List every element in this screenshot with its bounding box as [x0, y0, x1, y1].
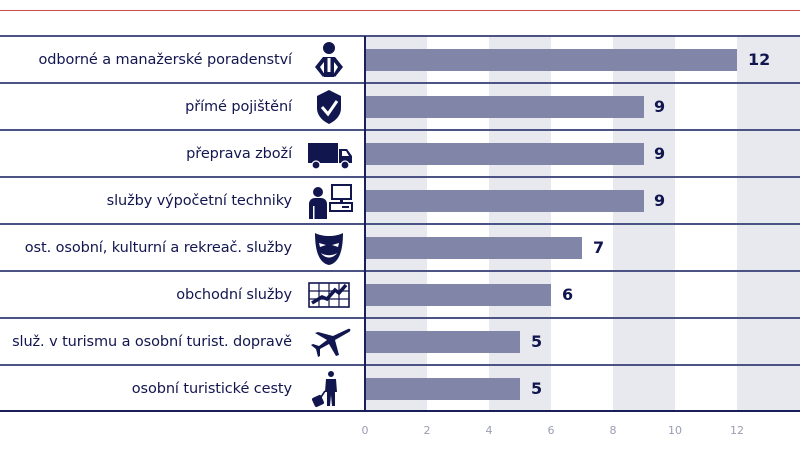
- bar-value-label: 7: [593, 238, 605, 257]
- chart-row: ost. osobní, kulturní a rekreač. služby …: [0, 225, 800, 271]
- category-label: přeprava zboží: [186, 146, 292, 162]
- businessman-icon: [305, 41, 353, 79]
- airplane-icon: [305, 323, 353, 361]
- bar: [366, 143, 644, 165]
- bar: [366, 96, 644, 118]
- bar: [366, 237, 582, 259]
- row-divider: [0, 270, 800, 272]
- row-divider: [0, 35, 800, 37]
- row-divider: [0, 176, 800, 178]
- traveler-suitcase-icon: [305, 370, 353, 408]
- bar-value-label: 5: [531, 332, 543, 351]
- computer-user-icon: [305, 182, 353, 220]
- top-accent-line: [0, 10, 800, 11]
- x-tick-label: 4: [485, 424, 493, 437]
- category-label: přímé pojištění: [185, 99, 292, 115]
- category-label: ost. osobní, kulturní a rekreač. služby: [24, 240, 292, 256]
- x-tick-label: 10: [668, 424, 682, 437]
- row-divider: [0, 317, 800, 319]
- category-label: odborné a manažerské poradenství: [38, 52, 292, 68]
- category-label: obchodní služby: [176, 287, 292, 303]
- x-tick-label: 0: [361, 424, 369, 437]
- chart-row: služby výpočetní techniky 9: [0, 178, 800, 224]
- bar: [366, 190, 644, 212]
- x-tick-label: 8: [609, 424, 617, 437]
- bar-value-label: 9: [654, 97, 666, 116]
- x-tick-label: 6: [547, 424, 555, 437]
- row-divider: [0, 82, 800, 84]
- x-tick-label: 2: [423, 424, 431, 437]
- chart-row: služ. v turismu a osobní turist. dopravě…: [0, 319, 800, 365]
- bar: [366, 331, 520, 353]
- bar: [366, 49, 737, 71]
- chart-row: odborné a manažerské poradenství 12: [0, 37, 800, 83]
- row-divider: [0, 129, 800, 131]
- truck-icon: [305, 135, 353, 173]
- chart-row: osobní turistické cesty 5: [0, 366, 800, 412]
- bar-value-label: 5: [531, 379, 543, 398]
- bar: [366, 378, 520, 400]
- shield-check-icon: [305, 88, 353, 126]
- bar: [366, 284, 551, 306]
- chart-row: přímé pojištění 9: [0, 84, 800, 130]
- theater-mask-icon: [305, 229, 353, 267]
- category-label: služby výpočetní techniky: [106, 193, 292, 209]
- bar-value-label: 12: [748, 50, 771, 69]
- row-divider: [0, 364, 800, 366]
- growth-chart-icon: [305, 276, 353, 314]
- y-axis-line: [364, 36, 366, 412]
- chart-row: obchodní služby 6: [0, 272, 800, 318]
- x-axis-line: [0, 410, 800, 412]
- category-label: osobní turistické cesty: [131, 381, 292, 397]
- category-label: služ. v turismu a osobní turist. dopravě: [12, 334, 292, 350]
- bar-value-label: 9: [654, 144, 666, 163]
- chart-row: přeprava zboží 9: [0, 131, 800, 177]
- row-divider: [0, 223, 800, 225]
- x-tick-label: 12: [730, 424, 744, 437]
- bar-value-label: 6: [562, 285, 574, 304]
- bar-value-label: 9: [654, 191, 666, 210]
